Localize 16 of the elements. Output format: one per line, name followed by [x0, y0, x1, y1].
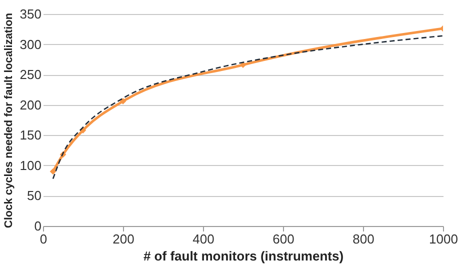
x-tick-label: 1000: [429, 232, 458, 246]
y-tick-label: 150: [20, 128, 42, 143]
y-tick-label: 350: [20, 6, 42, 22]
y-axis-title: Clock cycles needed for fault localization: [2, 12, 15, 228]
x-axis-title: # of fault monitors (instruments): [143, 248, 344, 264]
x-tick-label: 400: [192, 232, 214, 246]
x-tick-label: 600: [272, 232, 294, 246]
y-tick-label: 250: [20, 67, 42, 82]
y-tick-label: 300: [20, 36, 42, 52]
x-tick-label: 800: [352, 232, 374, 246]
x-tick-label: 200: [112, 232, 134, 246]
y-tick-label: 200: [20, 97, 42, 112]
y-tick-label: 50: [27, 188, 42, 204]
point: [50, 168, 56, 175]
y-tick-label: 0: [34, 218, 42, 234]
y-tick-label: 100: [20, 158, 42, 173]
